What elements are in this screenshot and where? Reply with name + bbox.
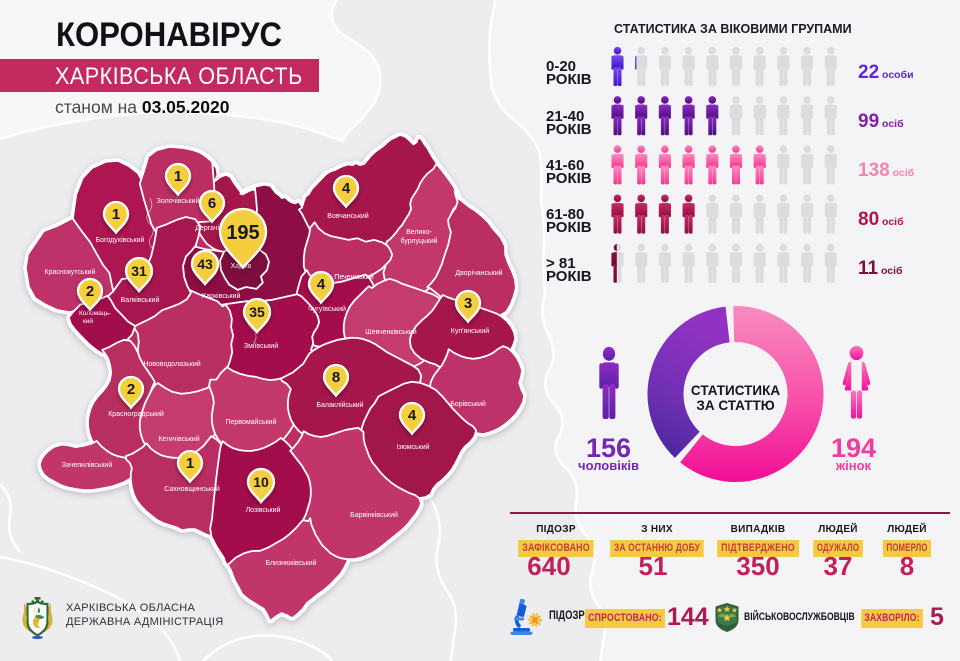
svg-text:Близнюківський: Близнюківський bbox=[265, 559, 316, 567]
svg-text:Чугуївський: Чугуївський bbox=[308, 305, 346, 313]
svg-text:Валківський: Валківський bbox=[121, 296, 160, 304]
svg-text:Богодухівський: Богодухівський bbox=[96, 236, 145, 244]
svg-text:Красноградський: Красноградський bbox=[108, 410, 164, 418]
svg-text:4: 4 bbox=[317, 276, 326, 293]
svg-text:Ізюмський: Ізюмський bbox=[396, 443, 429, 451]
svg-text:Куп'янський: Куп'янський bbox=[451, 327, 489, 335]
svg-text:2: 2 bbox=[127, 381, 135, 398]
svg-text:35: 35 bbox=[249, 304, 265, 320]
svg-text:10: 10 bbox=[253, 474, 269, 490]
svg-text:Нововодолазький: Нововодолазький bbox=[143, 360, 200, 368]
svg-text:Сахновщинський: Сахновщинський bbox=[164, 485, 220, 493]
svg-text:Печенізький: Печенізький bbox=[334, 273, 373, 281]
svg-text:Шевченківський: Шевченківський bbox=[365, 328, 416, 336]
svg-text:Лозівський: Лозівський bbox=[246, 506, 281, 514]
svg-text:4: 4 bbox=[408, 407, 417, 424]
svg-text:Борівський: Борівський bbox=[450, 400, 486, 408]
svg-text:бурлуцький: бурлуцький bbox=[400, 237, 437, 245]
svg-text:Дергачівський: Дергачівський bbox=[195, 224, 241, 232]
svg-text:1: 1 bbox=[112, 206, 120, 223]
svg-text:Балаклійський: Балаклійський bbox=[316, 401, 363, 409]
svg-text:Краснокутський: Краснокутський bbox=[45, 268, 96, 276]
svg-text:Зміївський: Зміївський bbox=[244, 342, 278, 350]
svg-text:2: 2 bbox=[86, 283, 94, 300]
svg-text:Первомайський: Первомайський bbox=[226, 418, 277, 426]
svg-text:8: 8 bbox=[332, 369, 340, 386]
svg-text:Зачепилівський: Зачепилівський bbox=[62, 461, 113, 469]
svg-text:Барвінківський: Барвінківський bbox=[350, 511, 398, 519]
svg-text:4: 4 bbox=[342, 180, 351, 197]
svg-text:кий: кий bbox=[83, 317, 93, 325]
svg-text:Золочівський: Золочівський bbox=[157, 197, 200, 205]
svg-text:6: 6 bbox=[208, 195, 216, 212]
svg-text:Кегичівський: Кегичівський bbox=[158, 435, 199, 443]
svg-text:195: 195 bbox=[226, 222, 259, 244]
svg-text:3: 3 bbox=[464, 295, 472, 312]
svg-text:Вовчанський: Вовчанський bbox=[327, 212, 368, 220]
svg-text:Дворічанський: Дворічанський bbox=[455, 269, 502, 277]
svg-text:Велико-: Велико- bbox=[406, 229, 432, 236]
svg-text:43: 43 bbox=[197, 256, 213, 272]
svg-text:31: 31 bbox=[131, 263, 147, 279]
svg-text:Коломаць-: Коломаць- bbox=[79, 310, 111, 317]
svg-text:Харківський: Харківський bbox=[202, 292, 241, 300]
svg-text:1: 1 bbox=[174, 168, 182, 185]
svg-text:1: 1 bbox=[186, 455, 194, 472]
